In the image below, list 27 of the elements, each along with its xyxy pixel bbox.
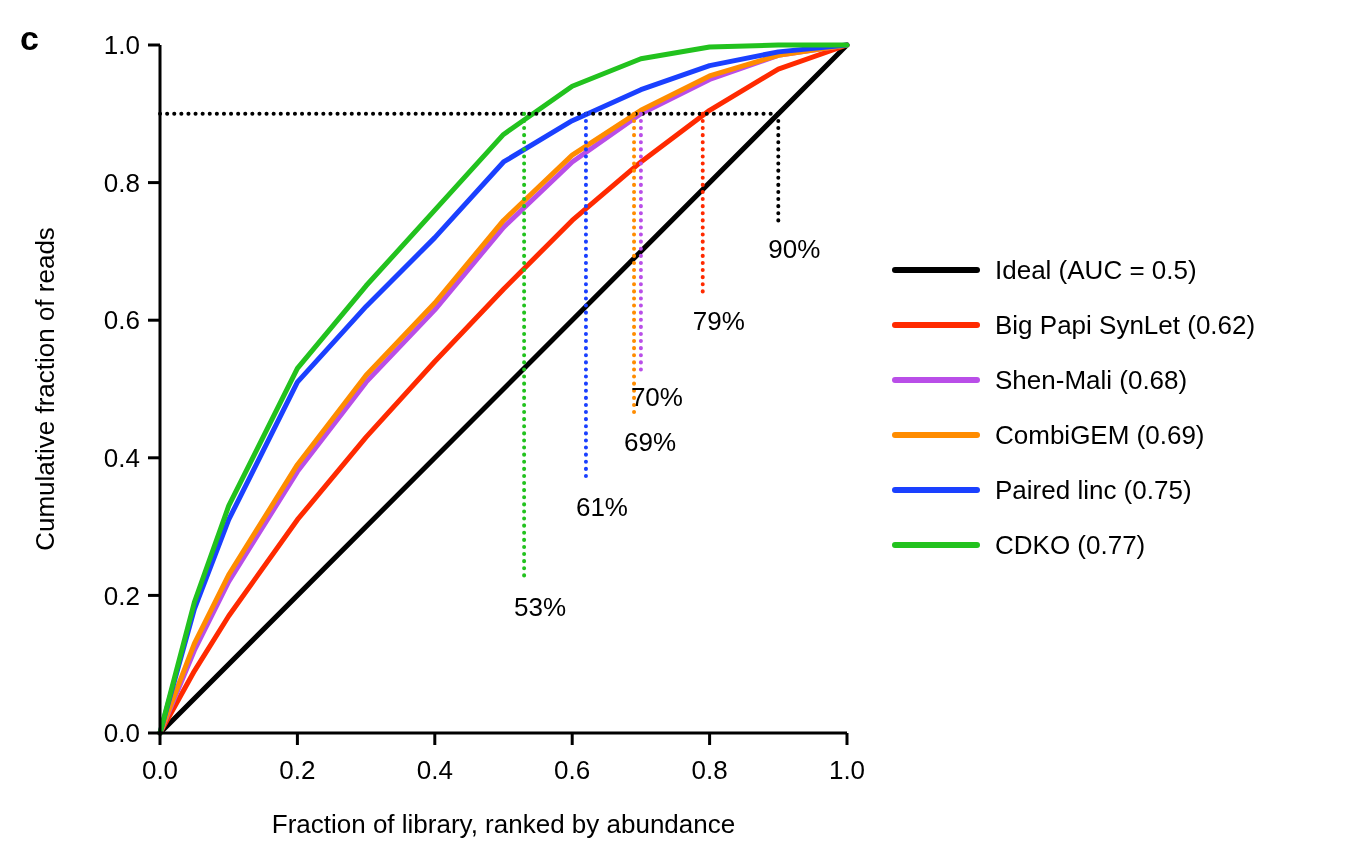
annotation: 90% xyxy=(768,233,821,264)
text: c xyxy=(20,19,39,57)
y-tick-label: 1.0 xyxy=(103,30,140,61)
x-tick-label: 1.0 xyxy=(828,755,866,785)
legend-label: CombiGEM (0.69) xyxy=(995,420,1205,451)
y-tick-label: 0.2 xyxy=(103,580,140,611)
annotation: 69% xyxy=(624,426,677,457)
legend-label: Big Papi SynLet (0.62) xyxy=(995,310,1256,341)
x-tick-label: 0.8 xyxy=(691,755,728,785)
legend-label: Ideal (AUC = 0.5) xyxy=(995,255,1197,286)
y-axis-title: Cumulative fraction of reads xyxy=(30,227,61,551)
legend-label: Paired linc (0.75) xyxy=(995,475,1192,506)
legend-label: Shen-Mali (0.68) xyxy=(995,365,1188,396)
annotation: 53% xyxy=(514,591,567,622)
annotation: 79% xyxy=(692,306,745,337)
x-tick-label: 0.2 xyxy=(279,755,316,785)
annotation: 61% xyxy=(575,491,628,522)
x-tick-label: 0.4 xyxy=(416,755,453,785)
x-axis-title: Fraction of library, ranked by abundance xyxy=(271,809,736,839)
y-tick-label: 0.4 xyxy=(103,442,140,473)
y-tick-label: 0.8 xyxy=(103,167,140,198)
x-tick-label: 0.6 xyxy=(554,755,591,785)
y-tick-label: 0.0 xyxy=(103,718,140,749)
x-tick-label: 0.0 xyxy=(141,755,179,785)
y-tick-label: 0.6 xyxy=(103,305,140,336)
annotation: 70% xyxy=(630,381,683,412)
legend-label: CDKO (0.77) xyxy=(995,530,1146,561)
